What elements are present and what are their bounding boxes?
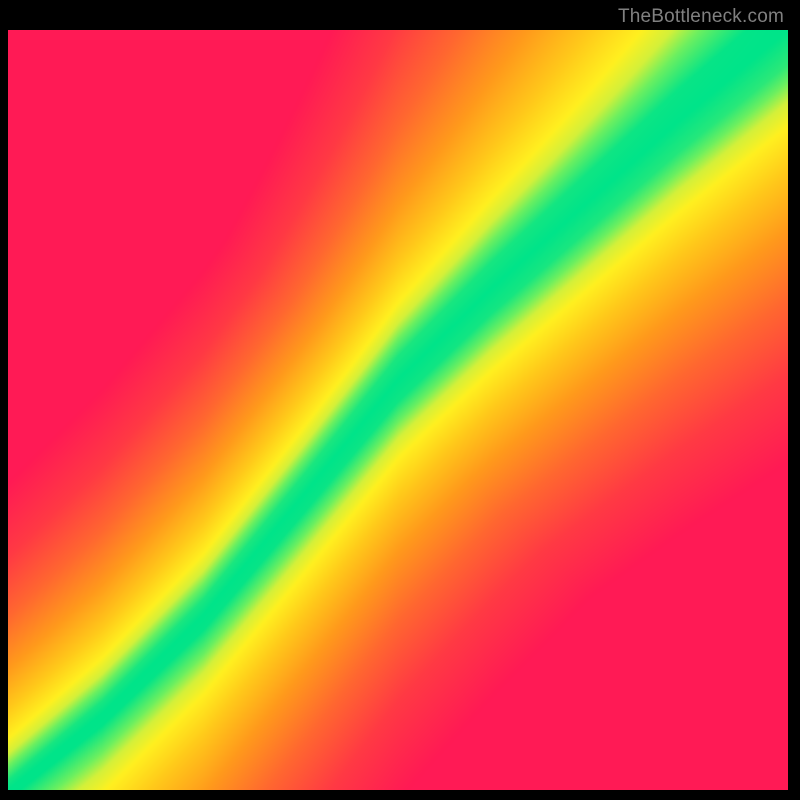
heatmap-canvas [8,30,788,790]
right-axis-line [790,30,792,790]
chart-container: TheBottleneck.com [0,0,800,800]
axis-end-marker [788,28,796,36]
heatmap-plot [8,30,788,790]
watermark-label: TheBottleneck.com [618,6,784,28]
